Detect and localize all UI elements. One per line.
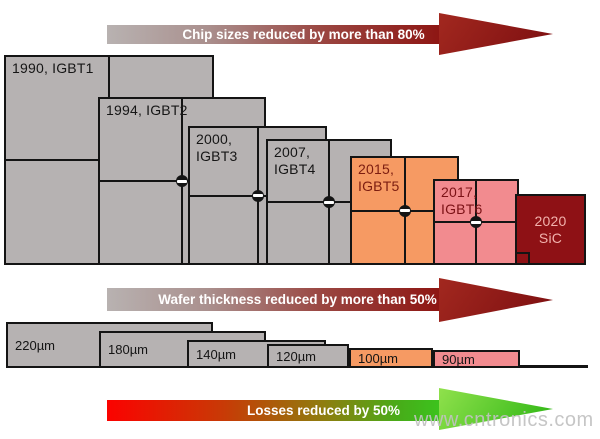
losses-arrow-body: Losses reduced by 50% [107, 400, 440, 421]
wafer-thickness-arrow-label: Wafer thickness reduced by more than 50% [158, 292, 437, 307]
chip-label-igbt1: 1990, IGBT1 [12, 60, 94, 76]
chip-corner-notch [515, 252, 530, 265]
chip-label-sic: 2020 SiC [534, 212, 567, 246]
chip-sizes-arrow-body: Chip sizes reduced by more than 80% [107, 25, 440, 44]
chip-center-mark-icon [323, 196, 335, 208]
chip-label-igbt2: 1994, IGBT2 [106, 102, 188, 118]
losses-arrow-label: Losses reduced by 50% [246, 403, 401, 418]
watermark-text: www.cntronics.com [414, 409, 594, 431]
chip-label-igbt4: 2007, IGBT4 [274, 144, 316, 177]
chip-sic: 2020 SiC [515, 194, 586, 265]
chip-center-mark-icon [251, 189, 264, 202]
wafer-w90: 90µm [433, 350, 520, 368]
wafer-label-w120: 120µm [276, 348, 317, 364]
chip-center-mark-icon [176, 175, 188, 187]
wafer-label-w100: 100µm [358, 350, 399, 366]
wafer-w120: 120µm [267, 344, 349, 368]
chip-sizes-arrow-label: Chip sizes reduced by more than 80% [182, 27, 425, 42]
wafer-thickness-arrow-head-icon [439, 278, 553, 322]
wafer-label-w180: 180µm [108, 342, 149, 357]
chip-sizes-arrow-head-icon [439, 13, 553, 55]
chip-igbt6: 2017, IGBT6 [433, 179, 519, 265]
chip-label-igbt3: 2000, IGBT3 [196, 131, 238, 164]
wafer-label-w220: 220µm [15, 337, 56, 353]
wafer-label-w90: 90µm [442, 351, 475, 367]
chip-label-igbt6: 2017, IGBT6 [441, 184, 483, 217]
wafer-w100: 100µm [349, 348, 433, 368]
chip-center-mark-icon [398, 204, 411, 217]
wafer-tail-line [518, 365, 588, 368]
chip-center-mark-icon [470, 216, 482, 228]
wafer-thickness-arrow-body: Wafer thickness reduced by more than 50% [107, 288, 440, 311]
wafer-label-w140: 140µm [196, 346, 237, 362]
chip-label-igbt5: 2015, IGBT5 [358, 161, 400, 194]
